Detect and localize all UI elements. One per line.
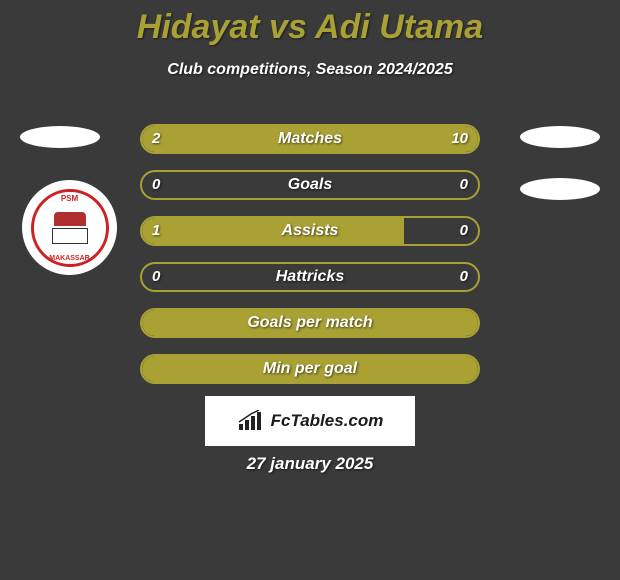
- stat-label: Min per goal: [142, 356, 478, 382]
- stat-row: Matches2 10: [140, 124, 480, 154]
- stat-value-left: 1: [152, 218, 160, 244]
- stat-row: Min per goal: [140, 354, 480, 384]
- stat-label: Matches: [142, 126, 478, 152]
- stat-row: Goals per match: [140, 308, 480, 338]
- player-right-placeholder: [520, 126, 600, 148]
- badge-text-bottom: MAKASSAR: [34, 255, 106, 262]
- badge-text-top: PSM: [34, 194, 106, 203]
- stat-value-left: 2: [152, 126, 160, 152]
- subtitle: Club competitions, Season 2024/2025: [0, 61, 620, 79]
- stat-value-right: 10: [451, 126, 468, 152]
- club-right-placeholder: [520, 178, 600, 200]
- stat-value-right: 0: [460, 264, 468, 290]
- stat-label: Assists: [142, 218, 478, 244]
- stat-label: Hattricks: [142, 264, 478, 290]
- stat-row: Hattricks0 0: [140, 262, 480, 292]
- stat-label: Goals: [142, 172, 478, 198]
- stats-container: Matches210Goals00Assists10Hattricks00Goa…: [140, 124, 480, 400]
- stat-value-left: 0: [152, 264, 160, 290]
- date-text: 27 january 2025: [0, 454, 620, 474]
- player-left-placeholder: [20, 126, 100, 148]
- club-badge-left: PSM MAKASSAR: [22, 180, 117, 275]
- stat-label: Goals per match: [142, 310, 478, 336]
- branding-icon: [237, 410, 265, 432]
- stat-value-right: 0: [460, 172, 468, 198]
- branding-box: FcTables.com: [205, 396, 415, 446]
- stat-value-left: 0: [152, 172, 160, 198]
- stat-row: Assists1 0: [140, 216, 480, 246]
- stat-row: Goals0 0: [140, 170, 480, 200]
- stat-value-right: 0: [460, 218, 468, 244]
- page-title: Hidayat vs Adi Utama: [0, 0, 620, 47]
- branding-text: FcTables.com: [271, 411, 384, 431]
